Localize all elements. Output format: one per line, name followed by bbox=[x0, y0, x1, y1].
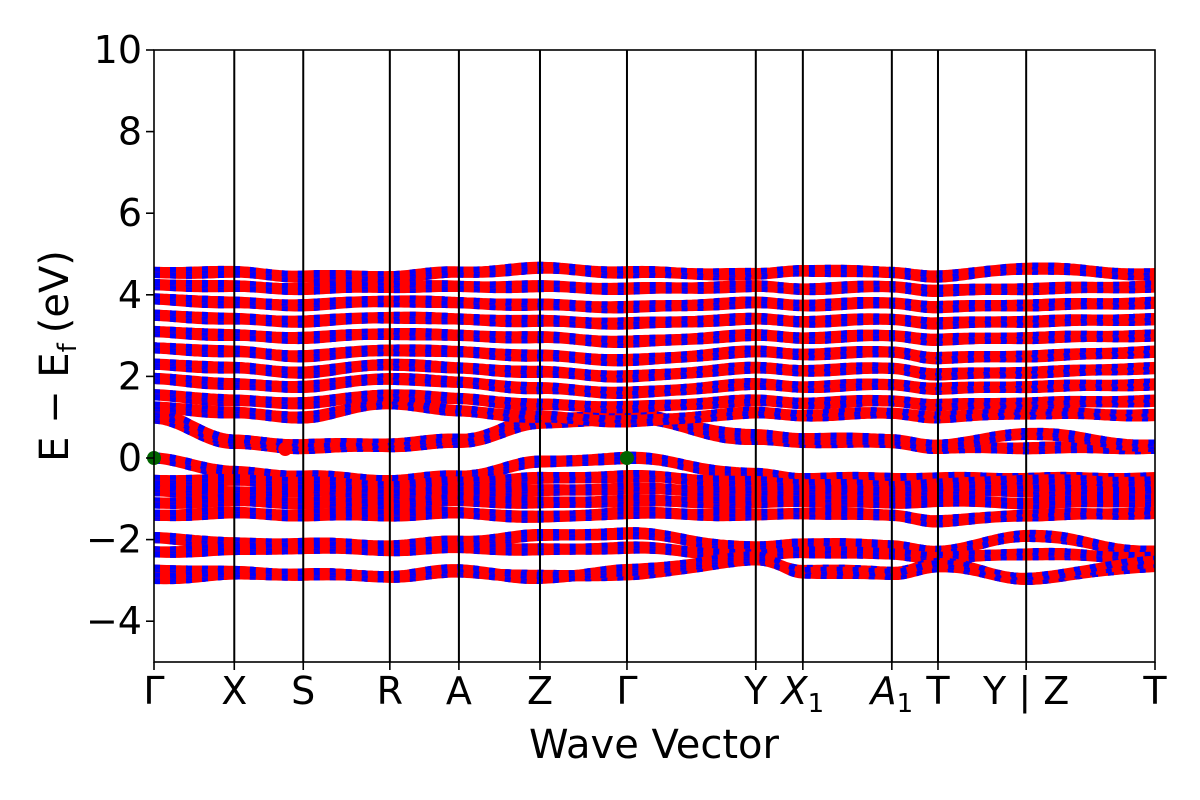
band-line-spin-down bbox=[154, 358, 1155, 375]
band-line-spin-down bbox=[154, 312, 1155, 326]
band-line-spin-down bbox=[154, 389, 1155, 406]
band-line-spin-down bbox=[154, 391, 1155, 410]
band-cb7 bbox=[154, 342, 1155, 367]
band-line-spin-down bbox=[154, 261, 1155, 276]
y-axis-label-sub: f bbox=[53, 342, 83, 352]
band-vb5 bbox=[154, 506, 1155, 528]
band-line-spin-down bbox=[154, 375, 1155, 396]
band-line-spin-down bbox=[154, 325, 1155, 341]
band-line-spin-down bbox=[154, 309, 1155, 323]
y-tick-label: −2 bbox=[86, 518, 142, 562]
x-tick-label: R bbox=[377, 669, 403, 713]
x-tick-label: T bbox=[1142, 669, 1167, 713]
x-tick-label: Y bbox=[743, 669, 768, 713]
band-line-spin-down bbox=[154, 527, 1155, 551]
band-line-spin-down bbox=[154, 293, 1155, 306]
band-line-spin-up bbox=[154, 407, 1155, 445]
band-line-spin-down bbox=[154, 506, 1155, 520]
y-tick-label: −4 bbox=[86, 599, 142, 643]
band-cb12 bbox=[154, 261, 1155, 283]
band-line-spin-down bbox=[154, 265, 1155, 280]
band-cb4 bbox=[154, 389, 1155, 414]
plot-frame bbox=[153, 49, 1156, 663]
x-tick-label: A bbox=[446, 669, 472, 713]
band-line-spin-down bbox=[154, 278, 1155, 290]
y-axis-label-main: E − E bbox=[32, 352, 78, 462]
band-line-spin-down bbox=[154, 372, 1155, 392]
x-axis-label: Wave Vector bbox=[529, 722, 780, 768]
band-vb3 bbox=[154, 482, 1155, 502]
x-tick-label: X bbox=[221, 669, 247, 713]
band-cb6 bbox=[154, 358, 1155, 383]
band-vb4 bbox=[154, 494, 1155, 512]
kpath-lines bbox=[233, 50, 1028, 662]
band-line-spin-down bbox=[154, 345, 1155, 363]
band-line-spin-up bbox=[154, 451, 1155, 480]
band-line-spin-down bbox=[154, 342, 1155, 359]
band-line-spin-down bbox=[154, 530, 1155, 555]
band-line-spin-down bbox=[154, 497, 1155, 507]
band-line-spin-up bbox=[154, 551, 1155, 578]
y-axis-label: E − Ef (eV) bbox=[32, 250, 83, 462]
y-axis-ticks: −4 −2 0 2 4 6 8 10 bbox=[86, 28, 154, 643]
y-tick-label: 6 bbox=[118, 191, 142, 235]
band-line-spin-down bbox=[154, 482, 1155, 494]
cbm-marker bbox=[278, 442, 293, 457]
band-line-spin-down bbox=[154, 494, 1155, 505]
band-line-spin-down bbox=[154, 545, 1155, 561]
vbm-marker bbox=[619, 451, 634, 465]
band-line-spin-down bbox=[154, 361, 1155, 379]
band-cb3 bbox=[154, 397, 1155, 428]
band-line-spin-down bbox=[154, 397, 1155, 420]
band-line-spin-down bbox=[154, 486, 1155, 497]
x-tick-label: Z bbox=[527, 669, 553, 713]
y-tick-label: 2 bbox=[118, 354, 142, 398]
x-tick-label: X1 bbox=[780, 669, 825, 719]
y-tick-label: 0 bbox=[118, 436, 142, 480]
band-line-spin-down bbox=[154, 510, 1155, 524]
band-line-spin-down bbox=[154, 469, 1155, 486]
x-tick-label: Γ bbox=[143, 669, 164, 713]
x-tick-label: Y | Z bbox=[982, 669, 1069, 714]
bands-layer bbox=[154, 261, 1155, 585]
band-cb8 bbox=[154, 325, 1155, 349]
y-tick-label: 4 bbox=[118, 273, 142, 317]
y-tick-label: 8 bbox=[118, 110, 142, 154]
band-line-spin-down bbox=[154, 282, 1155, 294]
band-line-spin-down bbox=[154, 473, 1155, 490]
band-line-spin-down bbox=[154, 541, 1155, 557]
x-tick-label: A1 bbox=[868, 669, 914, 719]
band-vb9 bbox=[154, 551, 1155, 585]
band-cb5 bbox=[154, 372, 1155, 400]
band-vb7 bbox=[154, 541, 1155, 565]
band-line-spin-down bbox=[154, 329, 1155, 345]
x-tick-label: Γ bbox=[616, 669, 637, 713]
x-tick-label: T bbox=[925, 669, 950, 713]
band-cb10 bbox=[154, 293, 1155, 314]
band-cb9 bbox=[154, 309, 1155, 330]
band-cb11 bbox=[154, 278, 1155, 298]
y-tick-label: 10 bbox=[94, 28, 142, 72]
y-axis-label-unit: (eV) bbox=[32, 250, 78, 333]
x-tick-label: S bbox=[291, 669, 315, 713]
band-line-spin-down bbox=[154, 296, 1155, 310]
